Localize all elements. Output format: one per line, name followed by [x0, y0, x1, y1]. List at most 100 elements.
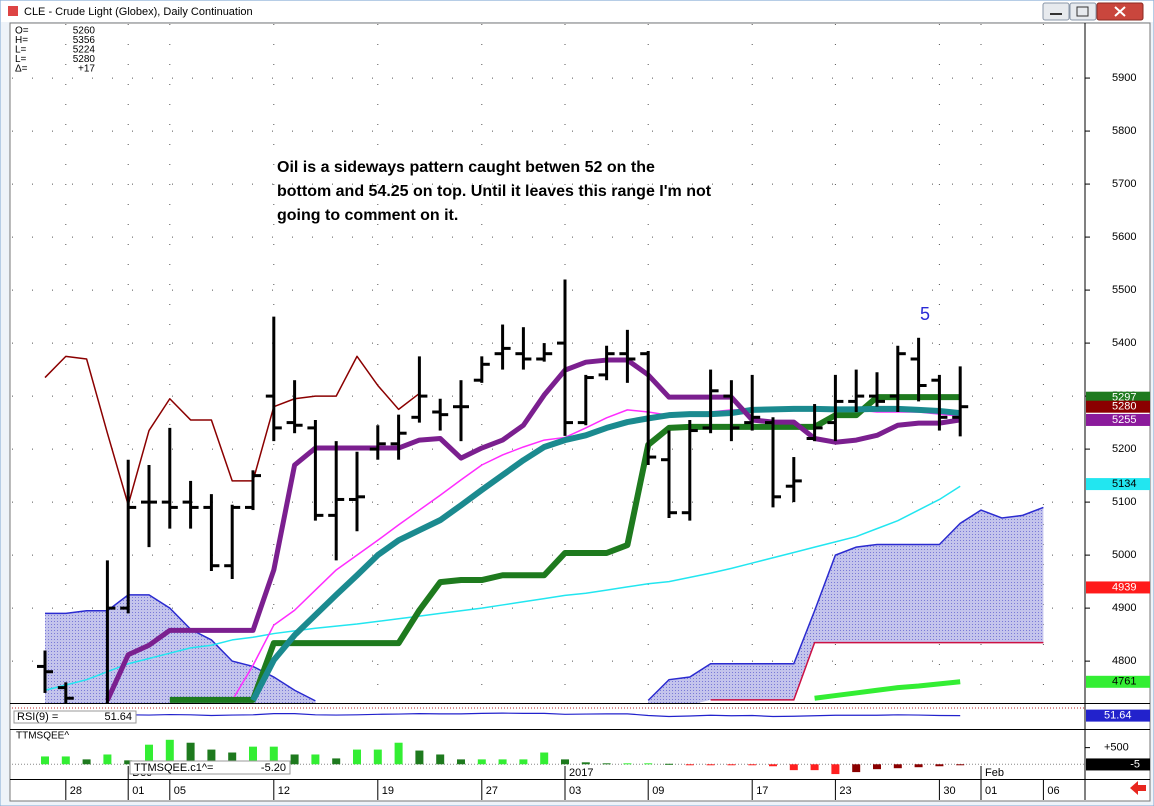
x-tick-label: 05 [174, 785, 186, 797]
ttm-bar [124, 760, 133, 765]
ttm-bar [665, 763, 673, 765]
cloud-edge [647, 506, 1044, 701]
price-label-box [1086, 400, 1150, 413]
y-tick-label: 5500 [1112, 284, 1136, 296]
ttm-bar [353, 749, 361, 765]
x-tick-label: 17 [756, 785, 768, 797]
ttm-bar [186, 742, 195, 765]
ttm-bar [103, 754, 112, 765]
info-value: 5260 [73, 26, 96, 37]
ttm-bar [41, 756, 49, 765]
ttm-bar [373, 749, 382, 765]
ttm-bar [914, 764, 923, 768]
indicator-line [250, 405, 961, 702]
info-key: O= [15, 26, 29, 37]
minimize-button[interactable] [1042, 2, 1070, 21]
rsi-label: RSI(9) = [17, 711, 58, 723]
ttm-bar [935, 764, 944, 767]
ttm-bar [477, 759, 486, 765]
cloud-area [648, 507, 1044, 703]
x-tick-label: 01 [132, 785, 144, 797]
indicator-line [105, 357, 961, 702]
x-tick-label: 28 [70, 785, 82, 797]
price-label-box [1086, 675, 1150, 688]
ttm-bar [561, 759, 569, 765]
ttm-bar [228, 752, 237, 765]
price-label: 4939 [1112, 581, 1136, 593]
price-label-box [1086, 391, 1150, 404]
x-tick-label: 12 [278, 785, 290, 797]
info-key: H= [15, 35, 28, 46]
period-label: Feb [985, 767, 1004, 779]
close-glyph [1114, 6, 1126, 17]
window-title: CLE - Crude Light (Globex), Daily Contin… [24, 6, 253, 18]
indicator-line [169, 394, 961, 703]
info-value: +17 [78, 64, 95, 75]
ttm-bar [852, 764, 861, 773]
x-tick-label: 27 [486, 785, 498, 797]
price-label: 5280 [1112, 401, 1136, 413]
ttm-bar [706, 764, 715, 766]
maximize-glyph [1076, 6, 1089, 17]
rsi-box [1086, 709, 1150, 722]
scroll-arrow[interactable] [1130, 781, 1146, 795]
app-icon [8, 6, 18, 16]
price-label-box [1086, 581, 1150, 594]
ttm-readout: -5.20 [261, 762, 286, 774]
ttm-readout-box [129, 760, 291, 775]
y-tick-label: 5600 [1112, 231, 1136, 243]
y-tick-label: 5100 [1112, 496, 1136, 508]
ttm-bar [145, 744, 153, 765]
rsi-line [44, 712, 961, 721]
ttm-bar [290, 754, 299, 765]
x-tick-label: 06 [1047, 785, 1059, 797]
ttm-bar [581, 762, 590, 765]
ttm-bar [685, 764, 694, 766]
info-key: L= [15, 54, 27, 65]
title-bar [1, 1, 1153, 22]
x-tick-label: 09 [652, 785, 664, 797]
info-key: Δ= [15, 64, 28, 75]
ttm-bar [207, 749, 216, 765]
cloud-area [45, 594, 316, 703]
rsi-readout-box [13, 710, 137, 724]
rsi-readout: 51.64 [104, 711, 132, 723]
ttm-bar [810, 764, 819, 771]
ttm-bar [457, 759, 465, 765]
price-label: 4761 [1112, 676, 1136, 688]
price-label: 5297 [1112, 392, 1136, 404]
ttm-bar [623, 763, 632, 765]
y-tick-label: 5000 [1112, 549, 1136, 561]
info-value: 5280 [73, 54, 96, 65]
ttm-bar [893, 764, 902, 769]
ttm-bar [165, 739, 174, 765]
x-tick-label: 03 [569, 785, 581, 797]
ttm-readout-label: TTMSQEE.c1^= [134, 762, 213, 774]
x-tick-label: 01 [985, 785, 997, 797]
ttm-box [1086, 758, 1150, 771]
indicator-line [44, 355, 420, 506]
y-tick-label: 4800 [1112, 655, 1136, 667]
y-tick-label: 5800 [1112, 125, 1136, 137]
rsi-box-label: 51.64 [1104, 710, 1132, 722]
ttm-bar [332, 758, 341, 765]
indicator-line [44, 485, 961, 692]
ttm-label: TTMSQEE^ [16, 731, 69, 742]
y-tick-label: 5400 [1112, 337, 1136, 349]
info-value: 5224 [73, 45, 96, 56]
ttm-bar [748, 764, 757, 766]
ttm-bar [769, 764, 777, 767]
ttm-bar [789, 764, 798, 771]
maximize-button[interactable] [1069, 2, 1097, 21]
ttm-bar [644, 763, 653, 765]
ttm-bar [394, 742, 403, 765]
cloud-base [710, 641, 1044, 701]
ttm-bar [415, 750, 424, 765]
price-label-box [1086, 478, 1150, 491]
ttm-bar [311, 754, 320, 765]
ttm-bar [873, 764, 881, 770]
cloud-edge [45, 594, 316, 702]
x-tick-label: 23 [839, 785, 851, 797]
ttm-bar [269, 746, 278, 765]
